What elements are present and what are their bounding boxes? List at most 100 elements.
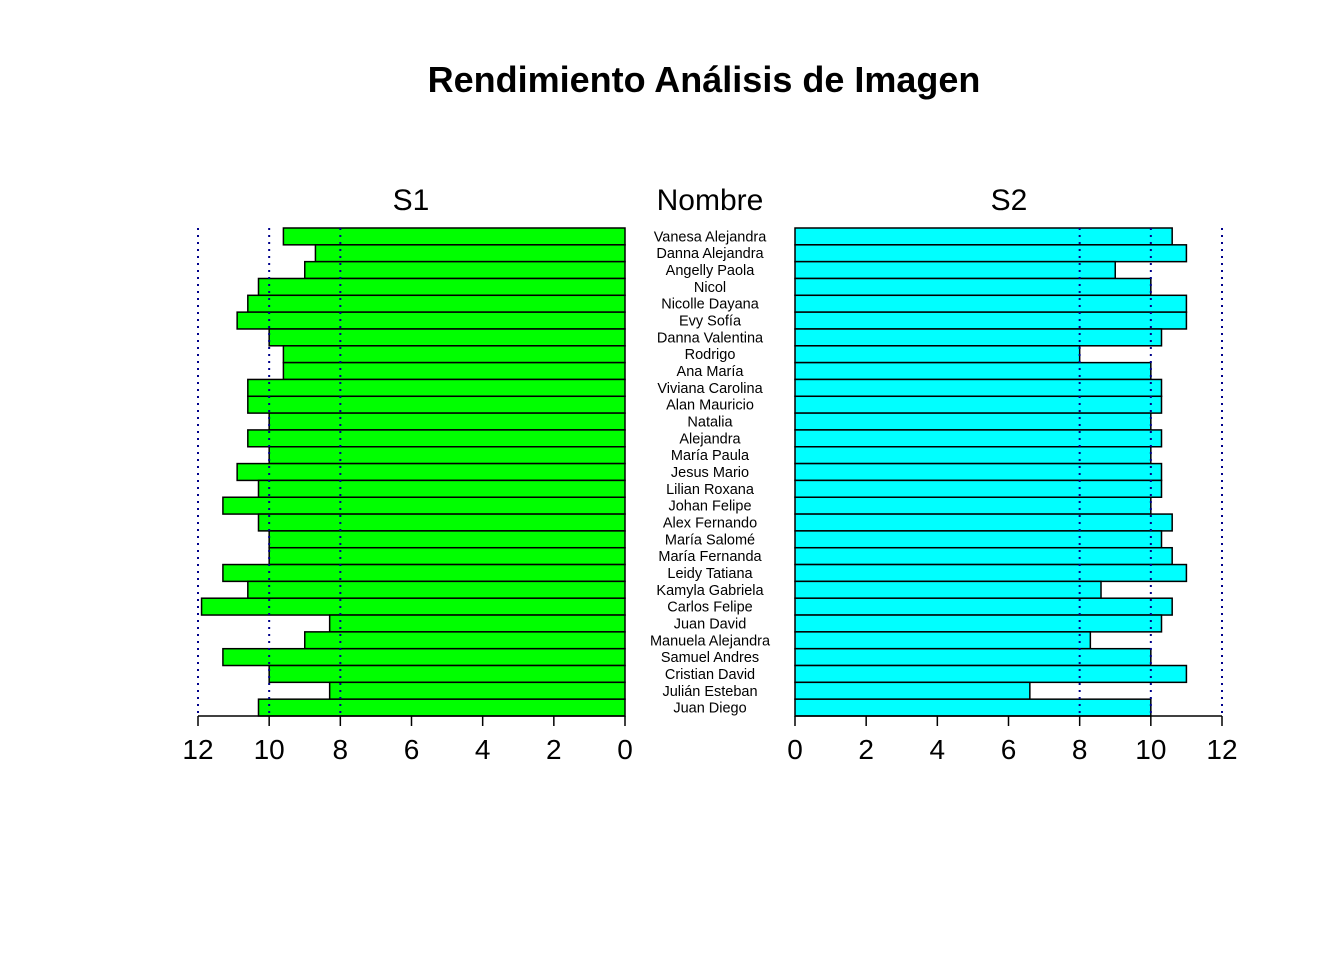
s1-bar <box>282 361 626 381</box>
student-name-label: Julián Esteban <box>662 684 757 700</box>
s1-bar <box>247 294 626 313</box>
s1-bar <box>257 479 626 498</box>
s1-bar <box>304 260 626 280</box>
s2-bar <box>794 698 1152 717</box>
s2-bar <box>794 378 1163 398</box>
s2-bar <box>794 361 1152 381</box>
student-name-label: Evy Sofía <box>679 314 742 330</box>
s1-bar <box>257 698 626 717</box>
student-name-label: Johan Felipe <box>668 499 751 515</box>
s1-bar <box>268 530 626 549</box>
student-name-label: Natalia <box>687 415 733 431</box>
s2-bar <box>794 681 1031 700</box>
s1-bar <box>268 546 626 566</box>
s1-panel: 0 2 4 6 8 10 12 <box>182 227 633 765</box>
s2-bar <box>794 294 1188 313</box>
s1-bar <box>268 664 626 684</box>
s2-bar <box>794 462 1163 482</box>
s2-bar <box>794 277 1152 297</box>
s1-bar <box>236 462 626 482</box>
chart-title: Rendimiento Análisis de Imagen <box>428 59 981 100</box>
s1-tick-label: 4 <box>475 734 491 765</box>
s1-bar <box>222 563 626 583</box>
student-name-label: Alan Mauricio <box>666 398 754 414</box>
student-name-label: Samuel Andres <box>661 650 759 666</box>
s2-bar <box>794 260 1116 280</box>
s1-bar <box>247 395 626 414</box>
student-name-label: Vanesa Alejandra <box>654 229 768 245</box>
s2-tick-label: 12 <box>1206 734 1237 765</box>
s1-bar <box>247 378 626 398</box>
s1-bar <box>328 614 626 633</box>
s1-tick-label: 12 <box>182 734 213 765</box>
s2-bar <box>794 664 1188 684</box>
s1-bar <box>282 227 626 246</box>
s2-bar <box>794 563 1188 583</box>
s2-bar <box>794 244 1188 263</box>
s2-bar <box>794 614 1163 633</box>
s2-tick-label: 0 <box>787 734 803 765</box>
s1-tick-label: 10 <box>254 734 285 765</box>
s2-bar <box>794 647 1152 667</box>
s2-bar <box>794 345 1081 364</box>
s1-bar <box>314 244 626 263</box>
s1-tick-label: 0 <box>617 734 633 765</box>
student-name-label: Nicol <box>694 280 726 296</box>
s2-bar <box>794 328 1163 347</box>
s1-tick-label: 6 <box>404 734 420 765</box>
s2-bar <box>794 446 1152 465</box>
student-name-label: Cristian David <box>665 667 755 683</box>
student-name-label: María Salomé <box>665 532 755 548</box>
s2-tick-label: 2 <box>858 734 874 765</box>
s1-tick-label: 8 <box>333 734 349 765</box>
s2-bar <box>794 546 1173 566</box>
student-name-label: Alejandra <box>679 431 741 447</box>
s2-bar <box>794 631 1092 650</box>
student-name-label: Ana María <box>677 364 745 380</box>
s2-tick-label: 8 <box>1072 734 1088 765</box>
s1-panel-title: S1 <box>393 184 430 217</box>
names-column-title: Nombre <box>657 184 764 217</box>
student-name-label: Angelly Paola <box>666 263 756 279</box>
s1-bar <box>282 345 626 364</box>
student-name-label: Manuela Alejandra <box>650 633 771 649</box>
s2-bar <box>794 429 1163 448</box>
s2-tick-label: 4 <box>930 734 946 765</box>
s1-bar <box>236 311 626 330</box>
s1-bar <box>268 446 626 465</box>
s2-bar <box>794 479 1163 498</box>
s2-panel: 0 2 4 6 8 10 12 <box>787 227 1238 765</box>
student-name-label: Viviana Carolina <box>657 381 763 397</box>
student-name-label: Alex Fernando <box>663 515 757 531</box>
student-name-label: Lilian Roxana <box>666 482 755 498</box>
student-name-label: María Paula <box>671 448 750 464</box>
s1-bar <box>268 412 626 431</box>
s1-bar <box>222 496 626 515</box>
s2-bar <box>794 311 1188 330</box>
student-name-label: Carlos Felipe <box>667 600 752 616</box>
s2-bar <box>794 597 1173 616</box>
student-name-label: Nicolle Dayana <box>661 297 759 313</box>
s1-bar <box>268 328 626 347</box>
s2-bar <box>794 580 1102 599</box>
s1-bar <box>247 429 626 448</box>
student-name-label: Danna Valentina <box>657 330 764 346</box>
s1-bar <box>222 647 626 667</box>
s1-bar <box>257 277 626 297</box>
student-name-label: Leidy Tatiana <box>667 566 753 582</box>
student-name-label: Kamyla Gabriela <box>656 583 764 599</box>
student-name-label: Rodrigo <box>685 347 736 363</box>
s1-bar <box>304 631 626 650</box>
s1-bar <box>257 513 626 532</box>
s2-bar <box>794 530 1163 549</box>
s1-bar <box>200 597 626 616</box>
s2-bar <box>794 412 1152 431</box>
student-name-label: Jesus Mario <box>671 465 749 481</box>
student-name-label: Danna Alejandra <box>656 246 764 262</box>
student-name-label: Juan Diego <box>673 701 746 717</box>
s2-bar <box>794 496 1152 515</box>
s2-bar <box>794 513 1173 532</box>
s2-bar <box>794 395 1163 414</box>
